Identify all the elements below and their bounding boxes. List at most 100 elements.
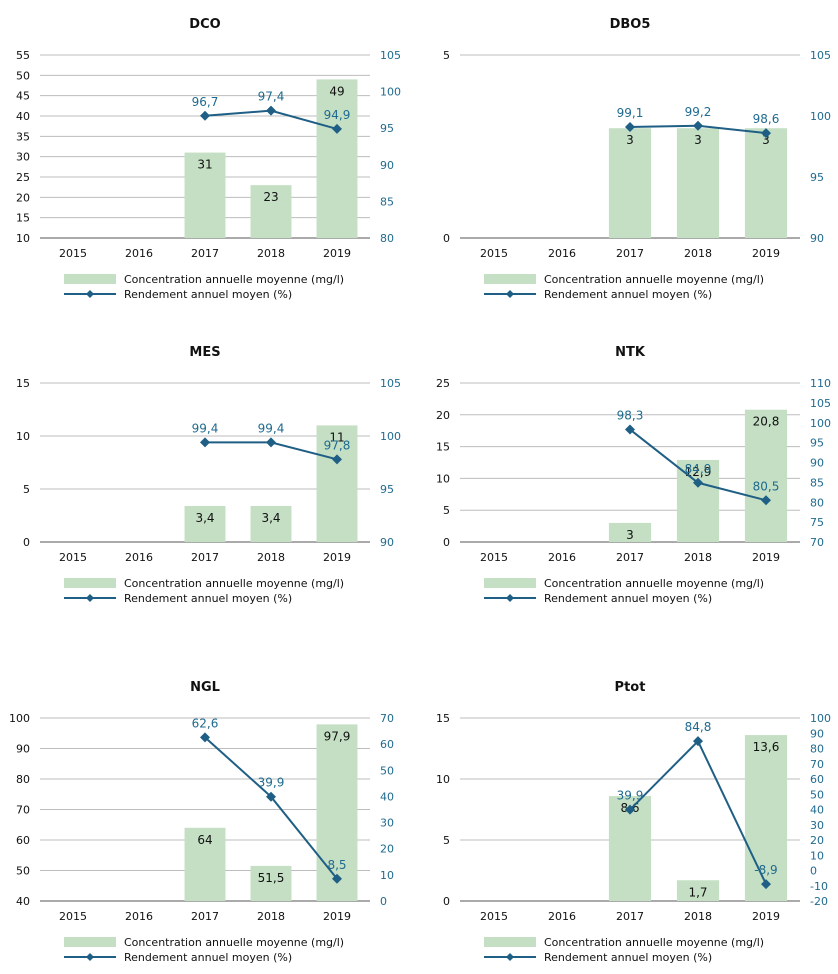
y2-tick-label: 30 bbox=[380, 817, 394, 830]
line-point bbox=[332, 123, 342, 134]
legend-bar-label: Concentration annuelle moyenne (mg/l) bbox=[544, 936, 764, 949]
legend-line-label: Rendement annuel moyen (%) bbox=[544, 592, 712, 605]
y2-tick-label: 95 bbox=[380, 122, 394, 135]
line-point bbox=[266, 437, 276, 448]
x-tick-label: 2016 bbox=[548, 910, 576, 923]
line-value-label: 97,4 bbox=[258, 90, 285, 104]
bar bbox=[184, 152, 226, 238]
chart-title: DCO bbox=[189, 17, 220, 32]
line-point bbox=[200, 437, 210, 448]
bar bbox=[744, 735, 788, 901]
y-tick-label: 10 bbox=[436, 472, 450, 485]
y-tick-label: 45 bbox=[16, 90, 30, 103]
y2-tick-label: 90 bbox=[380, 159, 394, 172]
x-tick-label: 2019 bbox=[323, 910, 351, 923]
legend-line-marker bbox=[506, 953, 514, 961]
x-tick-label: 2016 bbox=[125, 247, 153, 260]
x-tick-label: 2016 bbox=[548, 247, 576, 260]
bar-value-label: 3 bbox=[626, 528, 634, 542]
bar bbox=[250, 505, 292, 542]
y2-tick-label: 105 bbox=[810, 397, 831, 410]
x-tick-label: 2019 bbox=[323, 551, 351, 564]
chart-title: MES bbox=[189, 345, 220, 360]
y2-tick-label: 80 bbox=[810, 743, 824, 756]
y2-tick-label: 70 bbox=[380, 712, 394, 725]
y-tick-label: 5 bbox=[443, 504, 450, 517]
x-tick-label: 2017 bbox=[191, 247, 219, 260]
y2-tick-label: -20 bbox=[810, 895, 828, 908]
y2-tick-label: 90 bbox=[810, 232, 824, 245]
y2-tick-label: 40 bbox=[810, 804, 824, 817]
y-tick-label: 15 bbox=[16, 377, 30, 390]
legend-line-label: Rendement annuel moyen (%) bbox=[544, 951, 712, 964]
y2-tick-label: 80 bbox=[810, 496, 824, 509]
bar-value-label: 3 bbox=[626, 133, 634, 147]
bar bbox=[744, 409, 788, 542]
y2-tick-label: 0 bbox=[810, 865, 817, 878]
y2-tick-label: 85 bbox=[810, 476, 824, 489]
bar-value-label: 13,6 bbox=[753, 740, 780, 754]
bar-value-label: 12,9 bbox=[685, 465, 712, 479]
x-tick-label: 2015 bbox=[480, 247, 508, 260]
line-value-label: 62,6 bbox=[192, 716, 219, 730]
y2-tick-label: 105 bbox=[380, 49, 401, 62]
bar-value-label: 11 bbox=[329, 430, 344, 444]
y-tick-label: 100 bbox=[9, 712, 30, 725]
legend-bar-label: Concentration annuelle moyenne (mg/l) bbox=[544, 577, 764, 590]
x-tick-label: 2015 bbox=[59, 551, 87, 564]
x-tick-label: 2018 bbox=[257, 910, 285, 923]
line-point bbox=[761, 879, 771, 890]
bar bbox=[608, 522, 652, 542]
legend-line-marker bbox=[506, 594, 514, 602]
y-tick-label: 40 bbox=[16, 895, 30, 908]
bar-value-label: 51,5 bbox=[258, 871, 285, 885]
x-tick-label: 2015 bbox=[59, 247, 87, 260]
y-tick-label: 40 bbox=[16, 110, 30, 123]
x-tick-label: 2018 bbox=[684, 551, 712, 564]
legend-line-marker bbox=[86, 953, 94, 961]
y-tick-label: 30 bbox=[16, 151, 30, 164]
bar-value-label: 3,4 bbox=[195, 511, 214, 525]
x-tick-label: 2019 bbox=[752, 551, 780, 564]
chart-ntk: NTK 0 5 10 15 20 25 70 75 80 85 90 95 100 105 110 3 12,9 2… bbox=[436, 345, 831, 605]
bar-value-label: 64 bbox=[197, 833, 212, 847]
line-value-label: 94,9 bbox=[324, 108, 351, 122]
line-point bbox=[625, 804, 635, 815]
line-point bbox=[266, 791, 276, 802]
x-tick-label: 2017 bbox=[616, 910, 644, 923]
line-value-label: 99,4 bbox=[192, 421, 219, 435]
line-point bbox=[200, 732, 210, 743]
x-tick-label: 2016 bbox=[125, 910, 153, 923]
y-tick-label: 15 bbox=[436, 441, 450, 454]
line-value-label: 96,7 bbox=[192, 95, 219, 109]
legend-bar-swatch bbox=[64, 937, 116, 947]
line-point bbox=[200, 110, 210, 121]
y2-tick-label: 60 bbox=[380, 738, 394, 751]
y2-tick-label: 100 bbox=[810, 110, 831, 123]
y-tick-label: 0 bbox=[443, 536, 450, 549]
legend-bar-label: Concentration annuelle moyenne (mg/l) bbox=[124, 577, 344, 590]
y2-tick-label: 95 bbox=[810, 171, 824, 184]
y-tick-label: 70 bbox=[16, 804, 30, 817]
bar-value-label: 97,9 bbox=[324, 729, 351, 743]
chart-title: NTK bbox=[615, 345, 646, 360]
line-point bbox=[693, 477, 703, 488]
legend-bar-swatch bbox=[64, 274, 116, 284]
y-tick-label: 25 bbox=[436, 377, 450, 390]
bar bbox=[316, 79, 358, 239]
y-tick-label: 10 bbox=[436, 773, 450, 786]
bar bbox=[608, 128, 652, 238]
y2-tick-label: 70 bbox=[810, 536, 824, 549]
bar bbox=[250, 865, 292, 901]
chart-dbo5: DBO5 0 5 90 95 100 105 3 3 3 2015 2016 2017 2018 2019 9… bbox=[443, 17, 831, 301]
line-point bbox=[332, 873, 342, 884]
chart-mes: MES 0 5 10 15 90 95 100 105 3,4 3,4 11 2015 2016 2017 2… bbox=[16, 345, 401, 605]
x-tick-label: 2018 bbox=[257, 247, 285, 260]
chart-dco: DCO 10 15 20 25 30 35 40 45 50 55 80 85 90 95 100 105 31 2… bbox=[16, 17, 401, 301]
x-tick-label: 2018 bbox=[257, 551, 285, 564]
y2-tick-label: 110 bbox=[810, 377, 831, 390]
legend-bar-swatch bbox=[484, 274, 536, 284]
x-tick-label: 2016 bbox=[548, 551, 576, 564]
y2-tick-label: 50 bbox=[810, 788, 824, 801]
